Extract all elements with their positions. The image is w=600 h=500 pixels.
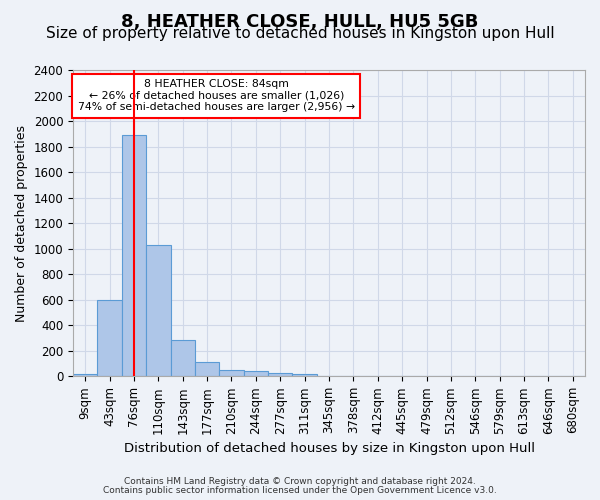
Bar — [268, 373, 292, 376]
Text: Contains HM Land Registry data © Crown copyright and database right 2024.: Contains HM Land Registry data © Crown c… — [124, 477, 476, 486]
Bar — [97, 300, 122, 376]
Bar — [244, 371, 268, 376]
X-axis label: Distribution of detached houses by size in Kingston upon Hull: Distribution of detached houses by size … — [124, 442, 535, 455]
Bar — [146, 245, 170, 376]
Text: 8, HEATHER CLOSE, HULL, HU5 5GB: 8, HEATHER CLOSE, HULL, HU5 5GB — [121, 12, 479, 30]
Bar — [195, 362, 220, 376]
Bar — [292, 374, 317, 376]
Bar — [170, 340, 195, 376]
Y-axis label: Number of detached properties: Number of detached properties — [15, 124, 28, 322]
Text: Contains public sector information licensed under the Open Government Licence v3: Contains public sector information licen… — [103, 486, 497, 495]
Text: Size of property relative to detached houses in Kingston upon Hull: Size of property relative to detached ho… — [46, 26, 554, 41]
Text: 8 HEATHER CLOSE: 84sqm
← 26% of detached houses are smaller (1,026)
74% of semi-: 8 HEATHER CLOSE: 84sqm ← 26% of detached… — [78, 79, 355, 112]
Bar — [122, 135, 146, 376]
Bar — [220, 370, 244, 376]
Bar — [73, 374, 97, 376]
